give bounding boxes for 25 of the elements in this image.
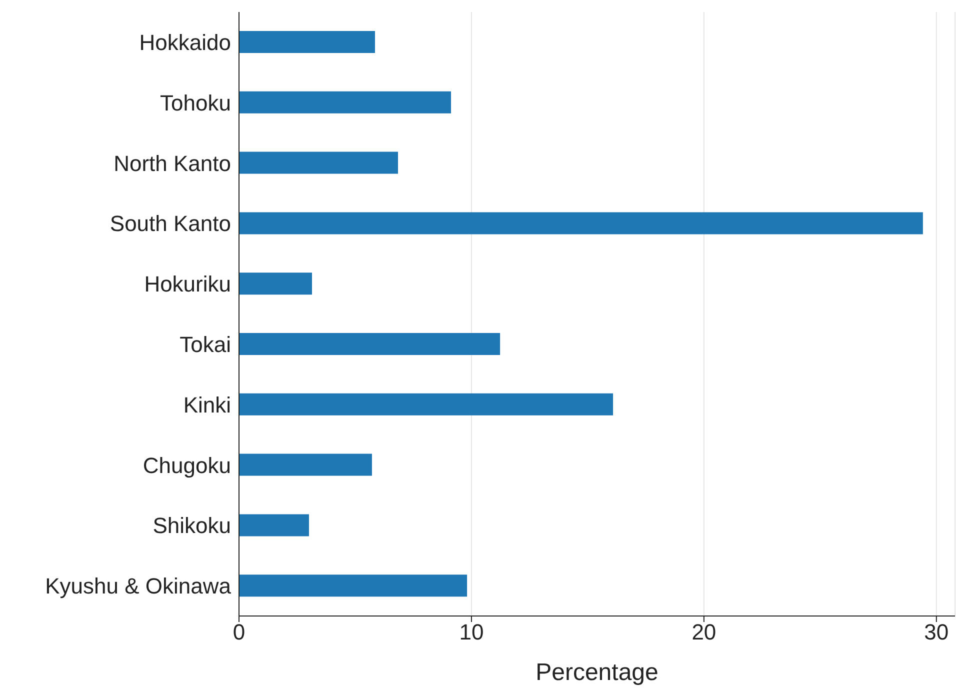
- y-tick-label: South Kanto: [110, 211, 231, 236]
- bar: [239, 212, 923, 234]
- x-tick-label: 20: [692, 620, 716, 645]
- y-tick-label: Tohoku: [160, 90, 231, 116]
- y-tick-label: Hokuriku: [144, 272, 231, 297]
- y-tick-label: Hokkaido: [139, 30, 231, 56]
- y-tick-label: North Kanto: [114, 150, 231, 176]
- bar: [239, 91, 452, 114]
- bar: [239, 152, 398, 174]
- y-tick-label: Tokai: [180, 332, 231, 358]
- bar: [239, 514, 309, 536]
- y-tick-label: Shikoku: [152, 513, 231, 538]
- bar: [239, 393, 614, 416]
- x-tick-label: 30: [924, 620, 949, 645]
- bar: [239, 31, 375, 53]
- y-tick-label: Kinki: [183, 392, 231, 418]
- bar: [239, 272, 312, 295]
- x-tick-label: 0: [232, 620, 246, 645]
- bar: [239, 454, 372, 476]
- bar: [239, 333, 500, 355]
- x-tick-label: 10: [459, 620, 484, 645]
- x-axis-title: Percentage: [536, 659, 658, 686]
- y-tick-label: Kyushu & Okinawa: [45, 574, 232, 599]
- bar: [239, 574, 468, 597]
- y-tick-label: Chugoku: [142, 452, 231, 478]
